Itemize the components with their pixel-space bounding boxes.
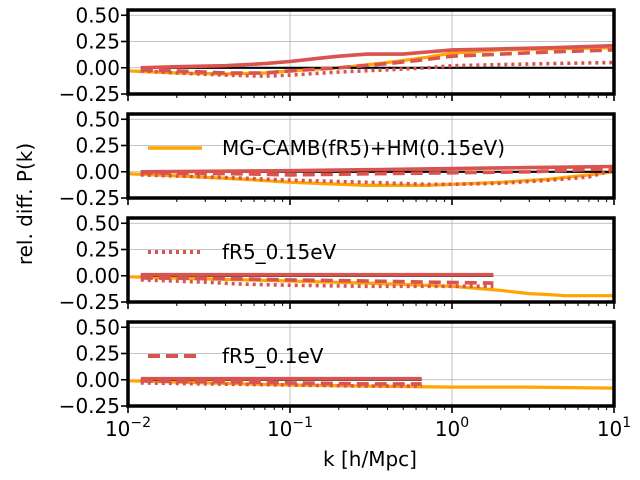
y-tick-label: 0.25 [75,134,120,158]
axes-frame [126,216,616,304]
y-tick-label: 0.25 [75,238,120,262]
x-tick-label: 10−2 [105,415,151,441]
y-tick-label: 0.00 [75,264,120,288]
axes-frame [126,320,616,408]
axes-frame [126,8,616,96]
x-tick-label: 100 [435,415,469,441]
series-line-fr5-0-1ev [140,379,422,386]
x-axis-label: k [h/Mpc] [323,447,417,471]
y-tick-label: 0.50 [75,315,120,339]
x-tick-base: 10 [267,417,292,441]
series-line-fr5-0-1ev [140,166,614,177]
y-tick-label: 0.00 [75,56,120,80]
y-tick-label: −0.25 [59,394,120,418]
y-tick-label: 0.50 [75,3,120,27]
x-tick-base: 10 [435,417,460,441]
legend-label: fR5_0.1eV [222,344,324,368]
series-line-fr5-0-15ev [140,381,422,388]
panels-group: −0.250.000.250.50−0.250.000.250.50MG-CAM… [59,3,631,441]
x-tick-label: 10−1 [267,415,313,441]
x-tick-exponent: −2 [130,415,151,431]
y-tick-label: 0.00 [75,368,120,392]
y-tick-label: −0.25 [59,82,120,106]
series-line-fr5 [140,43,614,70]
y-tick-label: −0.25 [59,186,120,210]
x-tick-label: 101 [597,415,631,441]
series-line-fr5-0-1ev [140,48,614,75]
y-tick-label: −0.25 [59,290,120,314]
x-tick-exponent: 1 [622,415,631,431]
series-line-fr5-0-1ev [140,276,494,285]
panel-2: −0.250.000.25 0.50 MG-CAMB(fR5)+HM(0.15eV) [59,107,616,210]
series-line-fr5-0-15ev [140,167,614,187]
legend-label: MG-CAMB(fR5)+HM(0.15eV) [222,136,505,160]
y-tick-label: 0.25 [75,342,120,366]
series-group [128,272,614,298]
x-tick-exponent: −1 [292,415,313,431]
y-axis-label: rel. diff. P(k) [13,143,37,265]
legend-label: fR5_0.15eV [222,240,336,264]
series-group [128,376,614,390]
x-tick-base: 10 [597,417,622,441]
series-line-mg-camb-fr5-hm-0-15ev- [128,275,614,298]
x-tick-exponent: 0 [460,415,469,431]
panel-1: −0.250.000.25 0.50 [59,3,616,106]
y-tick-label: 0.50 [75,211,120,235]
axes-frame [126,112,616,200]
series-line-fr5 [140,164,614,174]
panel-3: −0.250.000.25 0.50 fR5_0.15eV [59,211,616,314]
series-group [128,164,614,187]
series-group [128,43,614,78]
panel-4: −0.250.000.25 0.50 fR5_0.1eV [59,315,616,418]
y-tick-label: 0.25 [75,30,120,54]
y-tick-label: 0.00 [75,160,120,184]
y-tick-label: 0.50 [75,107,120,131]
series-line-fr5-0-15ev [140,278,494,289]
x-tick-base: 10 [105,417,130,441]
